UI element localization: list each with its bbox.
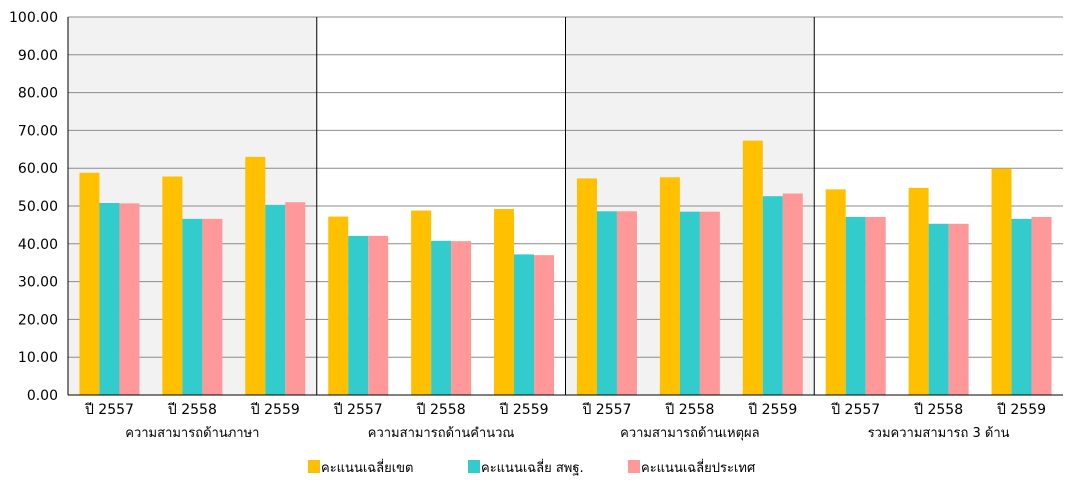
legend-swatch	[468, 460, 480, 473]
axes	[67, 17, 1063, 396]
x-group-label: ความสามารถด้านภาษา	[125, 426, 259, 441]
x-category-label: ปี 2557	[333, 402, 382, 418]
bar	[348, 235, 369, 395]
x-group-label: ความสามารถด้านเหตุผล	[620, 426, 760, 441]
y-tick-label: 100.00	[9, 10, 58, 26]
x-category-label: ปี 2558	[416, 402, 465, 418]
y-tick-label: 10.00	[18, 350, 58, 366]
x-category-label: ปี 2557	[582, 402, 631, 418]
bar	[928, 223, 949, 395]
bar	[991, 168, 1012, 395]
bar	[1011, 218, 1032, 395]
x-category-labels: ปี 2557 ปี 2558 ปี 2559 ปี 2557 ปี 2558 ปี 25…	[84, 402, 1046, 418]
x-group-labels: ความสามารถด้านภาษา ความสามารถด้านคำนวณ ควา…	[125, 426, 1009, 441]
x-category-label: ปี 2559	[748, 402, 797, 418]
bar	[328, 216, 349, 395]
x-category-label: ปี 2557	[831, 402, 880, 418]
x-category-label: ปี 2558	[665, 402, 714, 418]
y-tick-label: 30.00	[18, 275, 58, 291]
bar	[596, 211, 617, 395]
legend-label: คะแนนเฉลี่ยประเทศ	[641, 459, 756, 476]
x-group-label: รวมความสามารถ 3 ด้าน	[868, 426, 1010, 441]
x-category-label: ปี 2558	[914, 402, 963, 418]
y-tick-label: 50.00	[18, 199, 58, 215]
bar	[908, 187, 929, 395]
bar	[99, 202, 120, 395]
bar	[616, 211, 637, 395]
bar	[576, 178, 597, 395]
y-tick-label: 20.00	[18, 312, 58, 328]
x-group-label: ความสามารถด้านคำนวณ	[368, 426, 515, 441]
bar	[494, 209, 515, 395]
bar	[202, 218, 223, 395]
bar	[431, 240, 452, 395]
bar	[514, 254, 535, 395]
bar	[368, 235, 389, 395]
bar	[865, 216, 886, 395]
bar	[845, 216, 866, 395]
x-category-label: ปี 2558	[167, 402, 216, 418]
legend: คะแนนเฉลี่ยเขต คะแนนเฉลี่ย สพฐ. คะแนนเฉลี่…	[308, 459, 756, 476]
y-tick-label: 80.00	[18, 86, 58, 102]
bar	[162, 176, 183, 395]
legend-label: คะแนนเฉลี่ย สพฐ.	[481, 459, 584, 476]
bar	[742, 140, 763, 395]
bar	[245, 156, 266, 395]
x-category-label: ปี 2559	[499, 402, 548, 418]
x-category-label: ปี 2557	[84, 402, 133, 418]
y-tick-label: 40.00	[18, 237, 58, 253]
bar	[948, 223, 969, 395]
bar	[782, 193, 803, 395]
bar	[1031, 216, 1052, 395]
bar	[451, 241, 472, 395]
bar	[119, 203, 140, 395]
bar	[285, 202, 306, 395]
y-tick-label: 70.00	[18, 123, 58, 139]
legend-label: คะแนนเฉลี่ยเขต	[321, 459, 414, 476]
legend-swatch	[628, 460, 640, 473]
bar	[699, 211, 720, 395]
bar	[679, 211, 700, 395]
bar	[825, 189, 846, 395]
y-tick-label: 60.00	[18, 161, 58, 177]
bar	[265, 204, 286, 395]
group-separators	[316, 17, 815, 395]
bar	[762, 196, 783, 395]
bars	[79, 140, 1052, 395]
bar	[79, 172, 100, 395]
bar	[659, 177, 680, 395]
y-tick-labels: 0.00 10.00 20.00 30.00 40.00 50.00 60.00 70.00 8…	[9, 10, 58, 404]
x-category-label: ปี 2559	[250, 402, 299, 418]
x-category-label: ปี 2559	[997, 402, 1046, 418]
bar	[534, 255, 555, 395]
bar	[411, 210, 432, 395]
y-tick-label: 0.00	[27, 388, 58, 404]
y-tick-label: 90.00	[18, 48, 58, 64]
legend-swatch	[308, 460, 320, 473]
bar	[182, 218, 203, 395]
